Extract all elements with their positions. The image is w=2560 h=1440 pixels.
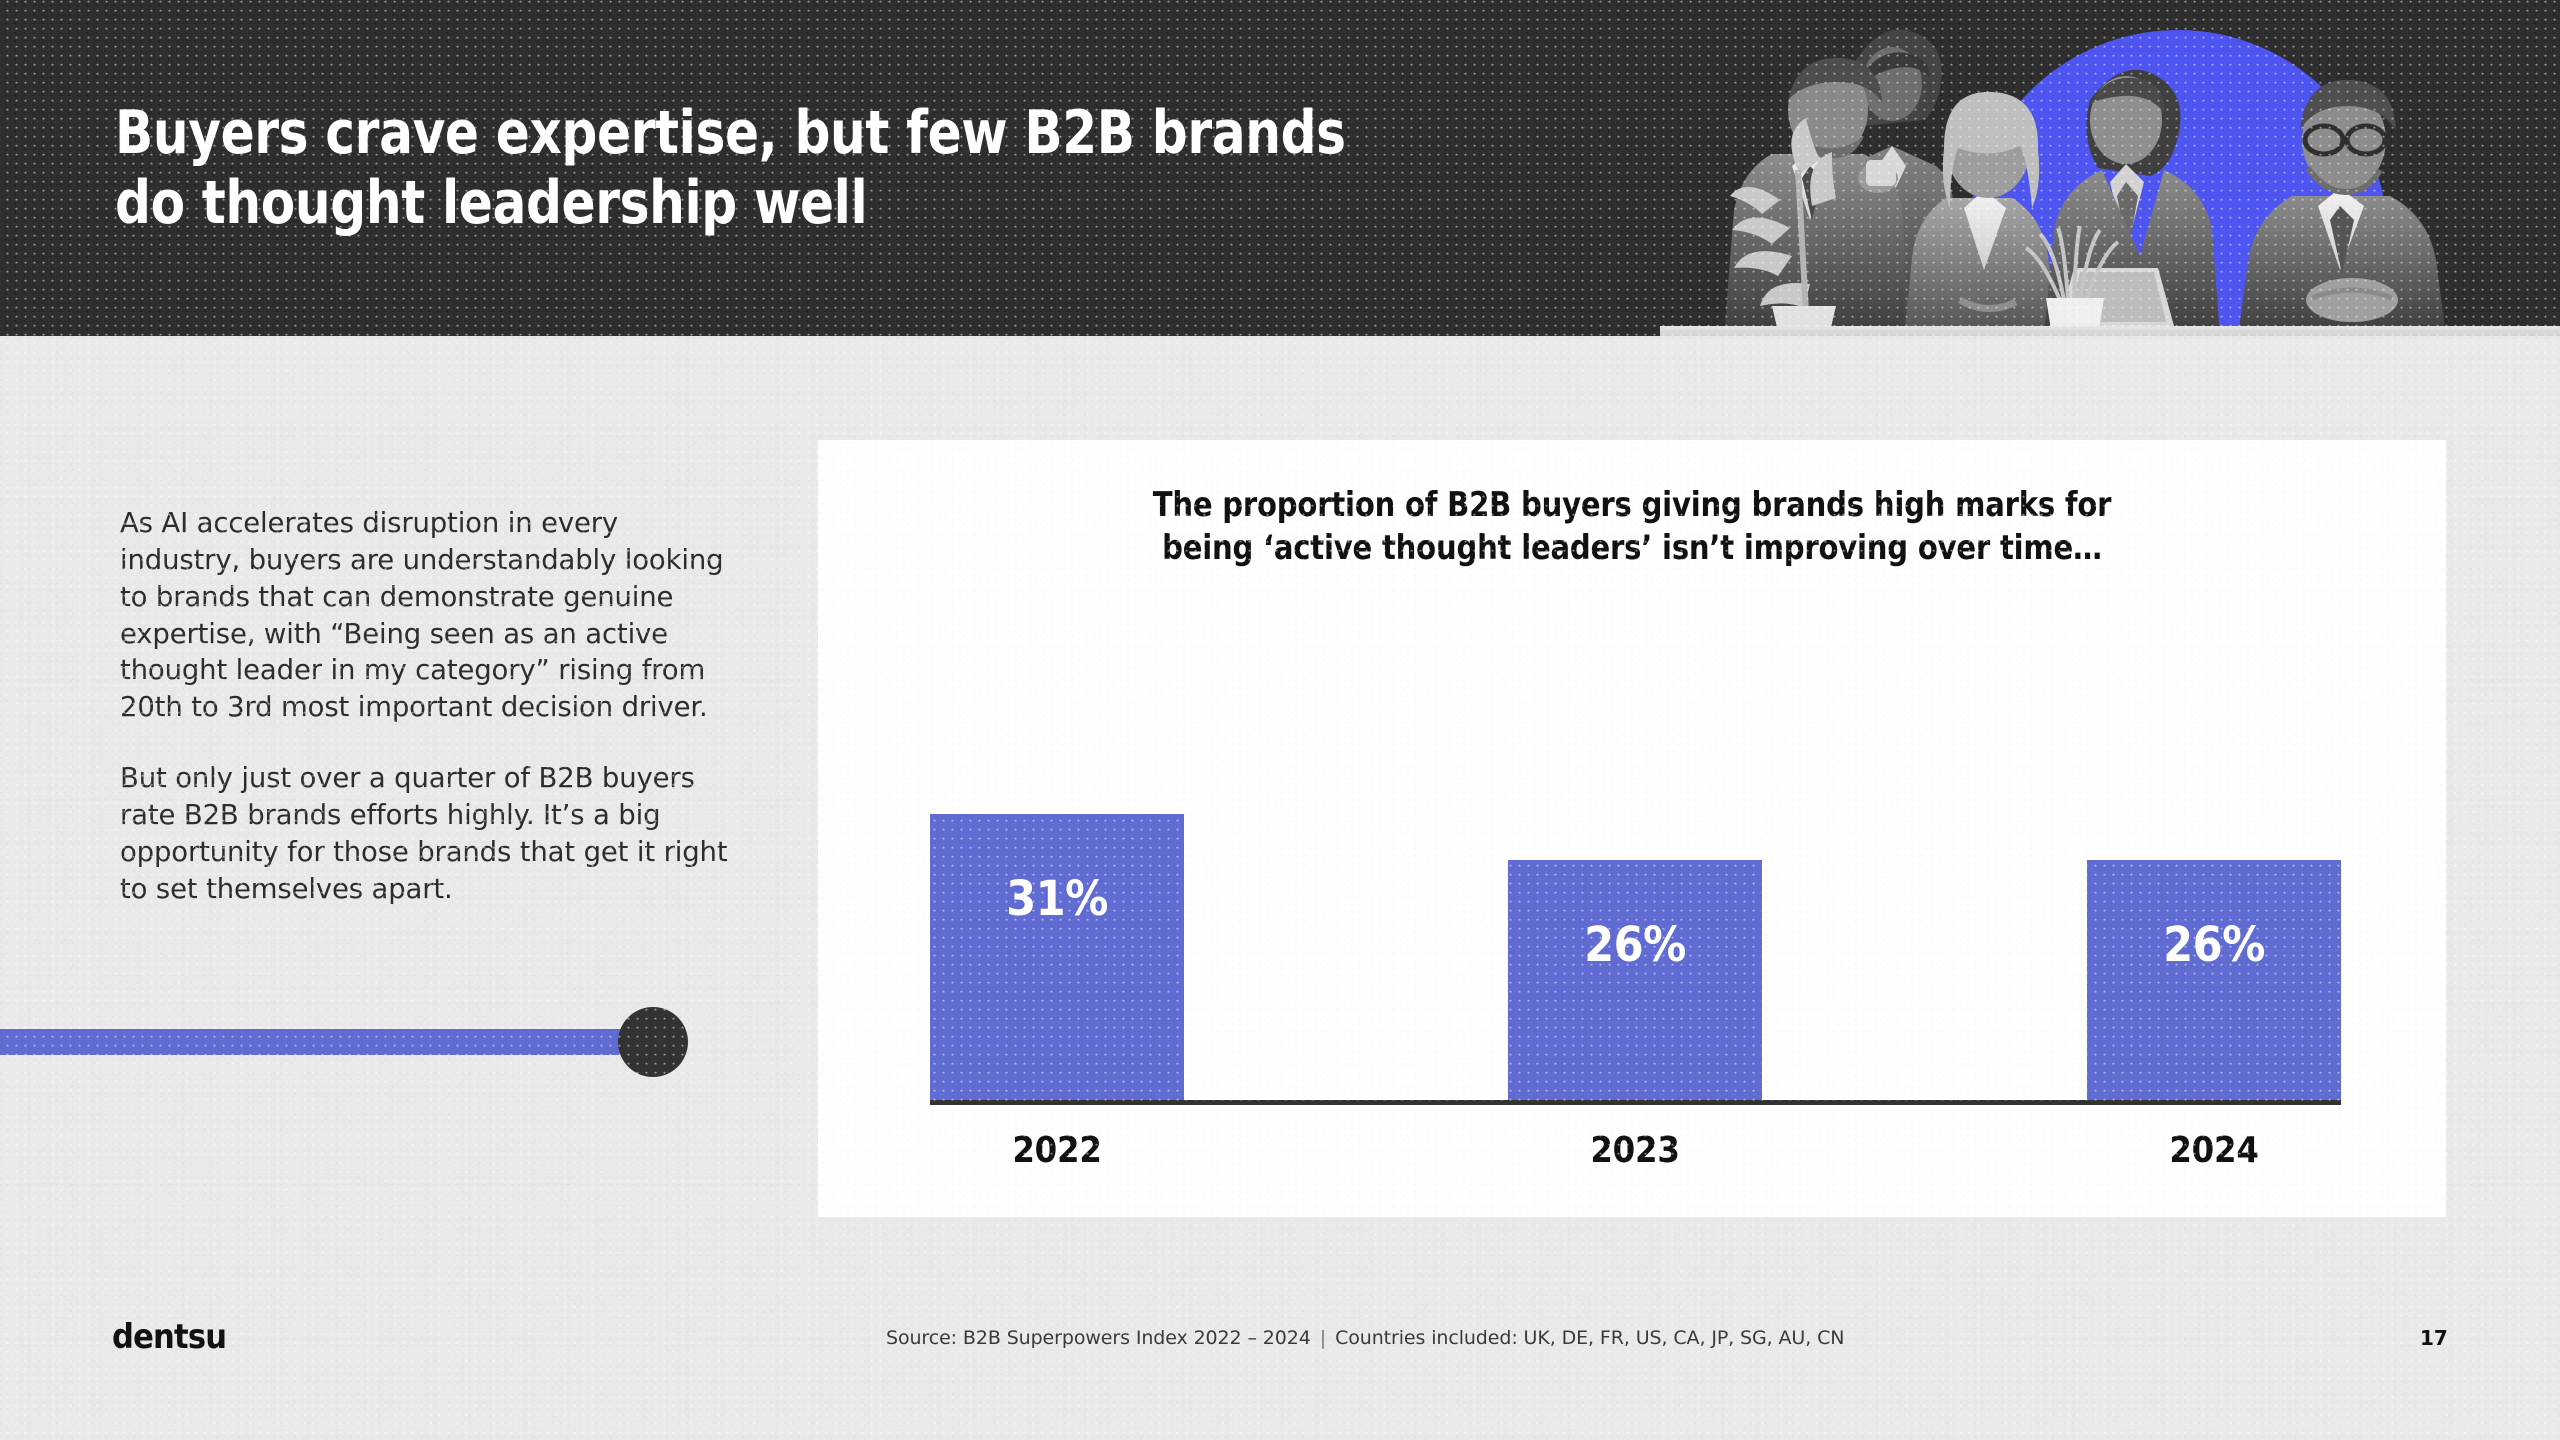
page-number: 17 bbox=[2420, 1326, 2448, 1350]
slider-track bbox=[0, 1029, 637, 1055]
bar-2022[interactable]: 31% bbox=[930, 814, 1184, 1100]
header-artwork bbox=[1660, 0, 2560, 336]
body-copy: As AI accelerates disruption in every in… bbox=[120, 505, 730, 907]
x-tick-label-2024: 2024 bbox=[2169, 1130, 2259, 1171]
bar-series: 31% 2022 26% 2023 26% 2024 bbox=[930, 440, 2341, 1217]
bar-slot-2023: 26% 2023 bbox=[1508, 860, 1762, 1171]
body-paragraph-1: As AI accelerates disruption in every in… bbox=[120, 507, 724, 724]
business-team-meeting-photo bbox=[1660, 0, 2560, 336]
source-divider: | bbox=[1319, 1327, 1327, 1349]
page-title: Buyers crave expertise, but few B2B bran… bbox=[115, 98, 1346, 239]
bar-2024[interactable]: 26% bbox=[2087, 860, 2341, 1100]
progress-slider[interactable] bbox=[0, 1006, 710, 1077]
source-text: Source: B2B Superpowers Index 2022 – 202… bbox=[886, 1327, 1311, 1349]
bar-value-2022: 31% bbox=[1006, 871, 1108, 927]
x-tick-label-2023: 2023 bbox=[1590, 1130, 1680, 1171]
x-axis-line bbox=[930, 1100, 2341, 1105]
chart-card: The proportion of B2B buyers giving bran… bbox=[818, 440, 2446, 1217]
bar-chart-plot: 31% 2022 26% 2023 26% 2024 bbox=[818, 440, 2446, 1217]
countries-text: Countries included: UK, DE, FR, US, CA, … bbox=[1335, 1327, 1845, 1349]
chart-title: The proportion of B2B buyers giving bran… bbox=[1152, 485, 2112, 569]
bar-value-2023: 26% bbox=[1584, 917, 1686, 973]
slider-knob[interactable] bbox=[618, 1007, 688, 1077]
source-note: Source: B2B Superpowers Index 2022 – 202… bbox=[886, 1327, 1844, 1349]
bar-slot-2024: 26% 2024 bbox=[2087, 860, 2341, 1171]
bar-2023[interactable]: 26% bbox=[1508, 860, 1762, 1100]
dentsu-logo: dentsu bbox=[112, 1317, 227, 1357]
body-paragraph-2: But only just over a quarter of B2B buye… bbox=[120, 762, 728, 905]
x-tick-label-2022: 2022 bbox=[1012, 1130, 1102, 1171]
bar-slot-2022: 31% 2022 bbox=[930, 814, 1184, 1171]
bar-value-2024: 26% bbox=[2163, 917, 2265, 973]
